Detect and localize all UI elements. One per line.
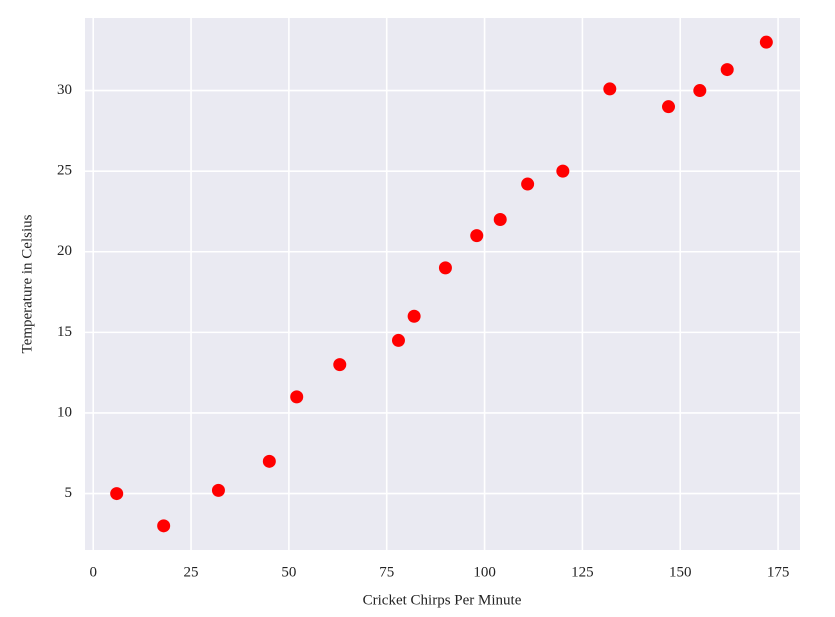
y-tick-label: 20 xyxy=(57,243,72,259)
point xyxy=(290,390,304,404)
point xyxy=(407,309,421,323)
point xyxy=(720,63,734,77)
point xyxy=(521,177,535,191)
y-tick-label: 25 xyxy=(57,163,72,179)
point xyxy=(556,164,570,178)
point xyxy=(157,519,171,533)
y-tick-label: 5 xyxy=(65,485,73,501)
y-tick-label: 10 xyxy=(57,404,72,420)
point xyxy=(211,483,225,497)
point xyxy=(603,82,617,96)
x-tick-label: 100 xyxy=(473,564,496,580)
y-tick-label: 30 xyxy=(57,82,72,98)
point xyxy=(662,100,676,114)
point xyxy=(693,84,707,98)
point xyxy=(262,454,276,468)
plot-area xyxy=(85,18,800,550)
x-tick-label: 125 xyxy=(571,564,594,580)
point xyxy=(759,35,773,49)
point xyxy=(391,333,405,347)
x-tick-label: 0 xyxy=(89,564,97,580)
x-tick-label: 25 xyxy=(184,564,199,580)
point xyxy=(110,487,124,501)
x-tick-label: 150 xyxy=(669,564,692,580)
point xyxy=(333,358,347,372)
point xyxy=(438,261,452,275)
x-tick-label: 175 xyxy=(767,564,790,580)
point xyxy=(493,213,507,227)
y-axis-label: Temperature in Celsius xyxy=(19,214,35,353)
x-tick-label: 75 xyxy=(379,564,394,580)
y-tick-label: 15 xyxy=(57,324,72,340)
point xyxy=(470,229,484,243)
x-axis-label: Cricket Chirps Per Minute xyxy=(363,592,522,608)
x-tick-label: 50 xyxy=(281,564,296,580)
